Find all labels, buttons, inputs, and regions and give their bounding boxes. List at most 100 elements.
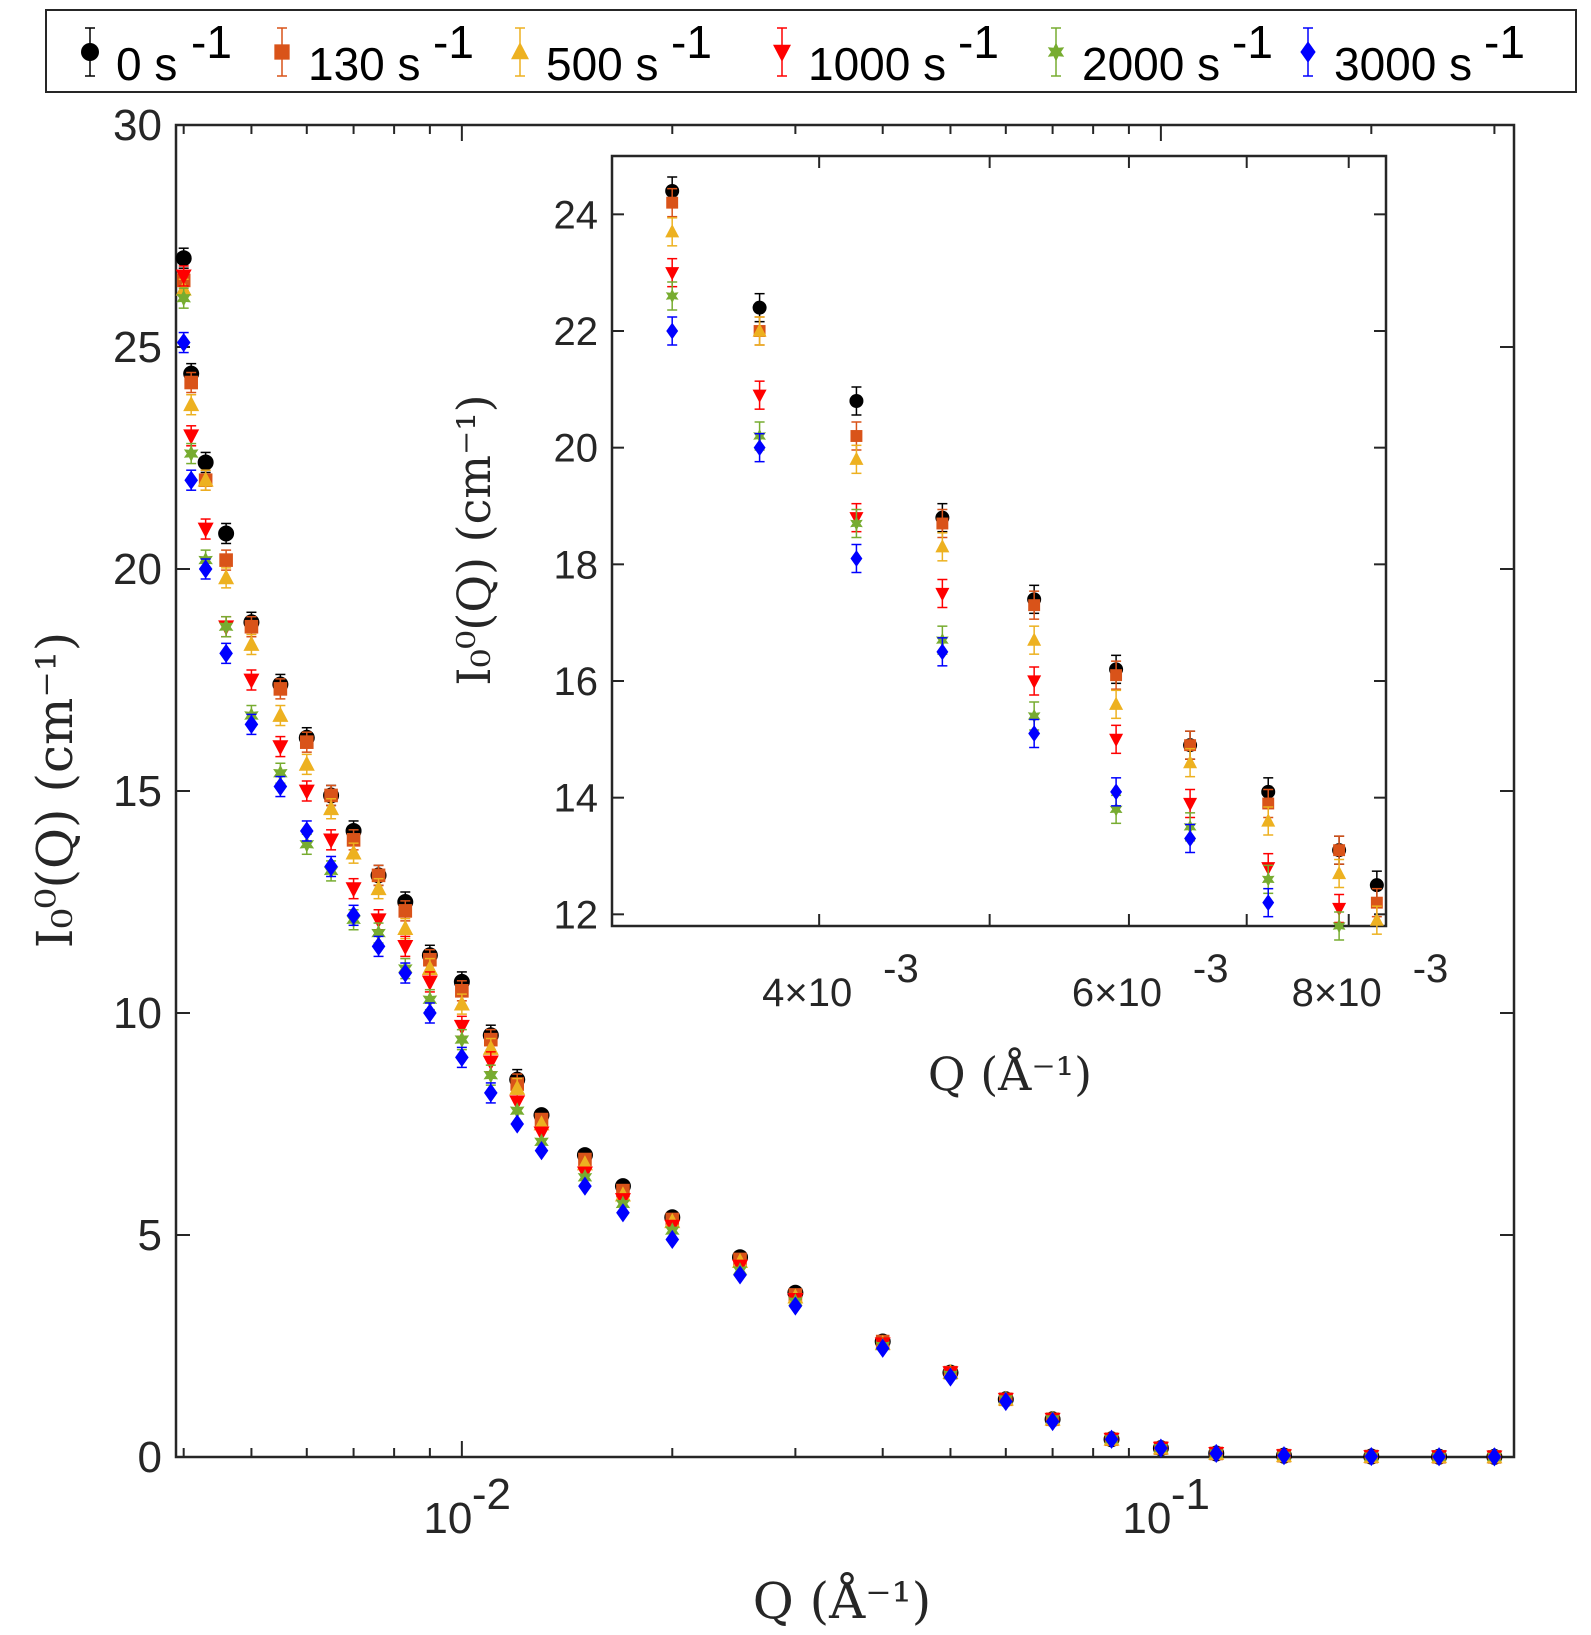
main-data-point — [422, 991, 438, 1009]
inset-data-point — [1261, 872, 1275, 887]
legend-label: 2000 s — [1082, 38, 1220, 90]
inset-data-point — [752, 323, 767, 337]
inset-data-point — [666, 322, 679, 340]
legend-marker — [1300, 41, 1316, 63]
inset-data-point — [1184, 830, 1197, 847]
main-data-point — [298, 755, 315, 771]
main-data-point — [398, 963, 413, 983]
main-data-point — [197, 454, 214, 471]
main-data-point — [175, 269, 192, 285]
inset-tick-labels: 12 14 16 18 20 22 24 4×10 -3 6×10 -3 8×10 -3 — [554, 193, 1449, 1015]
inset-data-point — [936, 643, 949, 661]
main-data-point — [183, 429, 200, 445]
main-data-point — [243, 673, 260, 689]
inset-series — [666, 187, 1383, 918]
main-data-point — [1209, 1443, 1224, 1464]
inset-data-point — [1332, 902, 1347, 917]
main-data-point — [1045, 1411, 1060, 1432]
legend-item: 500 s -1 — [511, 16, 712, 90]
main-y-tick-label: 10 — [113, 989, 162, 1038]
legend-label-exponent: -1 — [433, 16, 474, 68]
inset-data-point — [665, 224, 680, 238]
inset-data-point — [849, 451, 864, 465]
main-data-point — [184, 375, 198, 390]
inset-data-point — [753, 439, 766, 457]
main-data-point — [346, 905, 361, 925]
main-data-point — [1487, 1447, 1502, 1467]
inset-data-point — [1110, 669, 1123, 682]
main-data-point — [1432, 1447, 1446, 1467]
main-data-point — [324, 856, 338, 877]
main-data-point — [1154, 1438, 1168, 1458]
main-data-point — [197, 522, 214, 538]
main-y-tick-label: 5 — [138, 1211, 162, 1260]
main-data-point — [534, 1141, 549, 1161]
inset-data-point — [1262, 797, 1275, 810]
main-data-point — [272, 706, 289, 722]
inset-series — [666, 316, 1275, 918]
main-data-point — [510, 1114, 525, 1134]
main-data-point — [454, 1031, 470, 1048]
inset-data-point — [752, 389, 767, 403]
main-data-point — [453, 1019, 470, 1036]
inset-data-point — [1027, 708, 1041, 724]
inset-y-tick-label: 20 — [554, 427, 599, 471]
main-data-point — [397, 940, 414, 956]
inset-data-point — [1369, 912, 1384, 926]
main-data-point — [453, 995, 470, 1011]
inset-data-point — [850, 550, 863, 567]
legend-item: 130 s -1 — [274, 16, 474, 90]
main-data-point — [218, 569, 235, 585]
main-data-point — [244, 714, 259, 734]
main-data-point — [370, 879, 387, 896]
inset-x-tick-label-exponent: -3 — [1193, 947, 1229, 991]
inset-data-point — [1109, 733, 1124, 748]
main-data-point — [183, 395, 200, 412]
inset-data-point — [849, 394, 864, 408]
main-data-point — [345, 882, 362, 898]
main-data-point — [371, 924, 386, 942]
inset-y-tick-label: 12 — [554, 893, 599, 937]
main-x-tick-label-exponent: -1 — [1171, 1470, 1210, 1519]
main-x-tick-label: 10 — [1122, 1494, 1171, 1543]
legend-label-exponent: -1 — [191, 16, 232, 68]
main-data-point — [1104, 1429, 1119, 1449]
inset-data-point — [1110, 783, 1123, 801]
inset-data-point — [936, 517, 949, 530]
main-x-axis-label: Q (Å⁻¹) — [753, 1571, 931, 1630]
inset-data-point — [1262, 894, 1275, 912]
main-data-point — [184, 470, 198, 490]
inset-data-point — [1109, 696, 1124, 710]
inset-y-axis-label: I₀⁰(Q) (cm⁻¹) — [447, 394, 501, 685]
inset-data-point — [850, 430, 863, 442]
main-data-point — [788, 1296, 803, 1316]
inset-data-points — [665, 176, 1384, 941]
inset-axes: 12 14 16 18 20 22 24 4×10 -3 6×10 -3 8×10 -3 Q (Å⁻¹)… — [447, 154, 1449, 1101]
inset-data-point — [935, 539, 950, 553]
legend-label: 500 s — [546, 38, 659, 90]
inset-data-point — [1184, 739, 1197, 752]
main-data-points — [175, 247, 1503, 1467]
inset-y-tick-label: 16 — [554, 660, 599, 704]
main-data-point — [219, 643, 233, 663]
inset-ticks — [612, 156, 1386, 926]
main-data-point — [1277, 1446, 1291, 1466]
main-data-point — [423, 1003, 437, 1023]
inset-x-tick-label: 8×10 — [1292, 971, 1382, 1015]
main-y-axis-label: I₀⁰(Q) (cm⁻¹) — [26, 632, 84, 949]
main-data-point — [455, 1047, 469, 1067]
inset-y-tick-label: 14 — [554, 777, 599, 821]
inset-data-point — [1370, 896, 1383, 909]
main-data-point — [298, 784, 315, 800]
inset-data-point — [935, 587, 950, 602]
inset-data-point — [1332, 865, 1347, 880]
legend-marker — [81, 43, 99, 61]
main-data-point — [299, 735, 314, 749]
main-series-3000-s — [176, 331, 1502, 1467]
inset-data-point — [850, 516, 863, 531]
legend-item: 0 s -1 — [81, 16, 232, 90]
legend-label-exponent: -1 — [958, 16, 999, 68]
legend-label-exponent: -1 — [671, 16, 712, 68]
